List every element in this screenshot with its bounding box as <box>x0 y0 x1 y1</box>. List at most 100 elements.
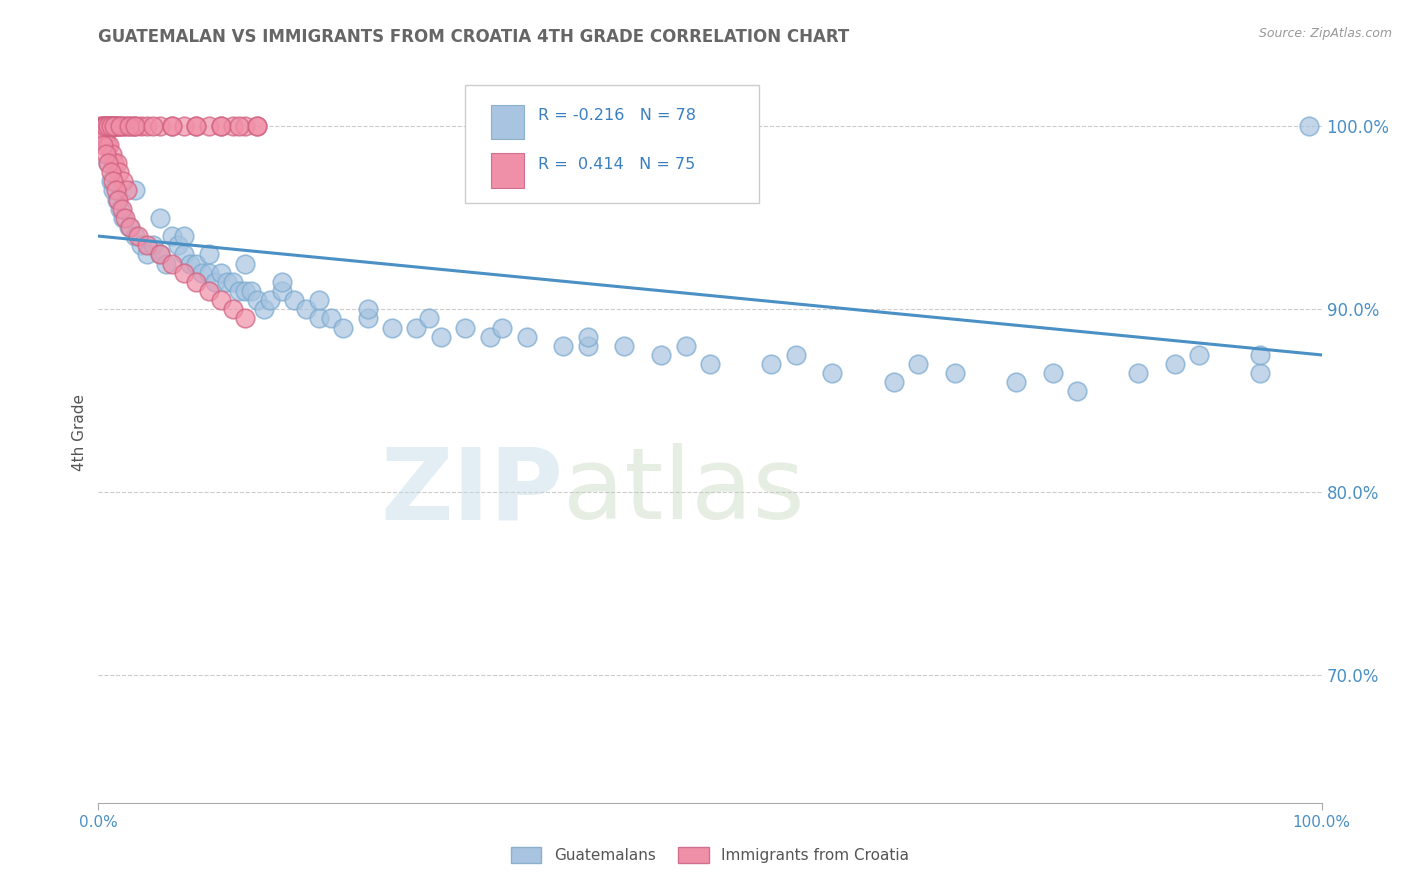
Point <box>883 376 905 390</box>
Point <box>160 256 183 270</box>
Point <box>209 266 232 280</box>
Point <box>136 238 159 252</box>
Point <box>111 211 134 225</box>
Text: R =  0.414   N = 75: R = 0.414 N = 75 <box>537 157 695 172</box>
Text: atlas: atlas <box>564 443 804 541</box>
Point <box>186 120 208 134</box>
Point <box>103 120 125 134</box>
Point <box>233 120 256 134</box>
Point <box>356 302 378 317</box>
Point <box>233 284 256 298</box>
Point <box>149 120 172 134</box>
Point <box>1164 357 1187 371</box>
Point <box>97 156 120 170</box>
Point <box>103 120 125 134</box>
Point <box>478 329 501 343</box>
Point <box>124 229 146 244</box>
Point <box>209 120 232 134</box>
Point <box>160 120 183 134</box>
Point <box>1250 366 1272 380</box>
Point <box>186 275 208 289</box>
Point <box>1066 384 1088 399</box>
Point <box>308 293 330 307</box>
Point <box>104 183 127 197</box>
Point <box>120 219 142 234</box>
Point <box>107 120 129 134</box>
Point <box>149 247 172 261</box>
Point <box>93 128 115 143</box>
Point <box>246 120 269 134</box>
Point <box>430 329 453 343</box>
Point <box>149 247 172 261</box>
Point <box>233 256 256 270</box>
Point <box>111 120 134 134</box>
Point <box>110 202 132 216</box>
Point <box>124 183 146 197</box>
Point <box>576 329 599 343</box>
Point <box>576 339 599 353</box>
Point <box>167 238 190 252</box>
Point <box>93 128 115 143</box>
Point <box>943 366 966 380</box>
Point <box>197 266 219 280</box>
Point <box>191 266 214 280</box>
Point <box>381 320 404 334</box>
Text: ZIP: ZIP <box>381 443 564 541</box>
Point <box>149 211 172 225</box>
Point <box>197 120 219 134</box>
Point <box>91 120 114 134</box>
Point <box>155 256 177 270</box>
Point <box>1128 366 1150 380</box>
Point <box>215 275 238 289</box>
Point <box>332 320 354 334</box>
Point <box>127 229 149 244</box>
Point <box>100 120 122 134</box>
Point <box>907 357 929 371</box>
Point <box>93 120 115 134</box>
Point <box>228 120 250 134</box>
Point <box>613 339 636 353</box>
FancyBboxPatch shape <box>465 85 759 203</box>
Point <box>118 120 141 134</box>
Point <box>1298 120 1320 134</box>
Point <box>124 120 146 134</box>
Point <box>197 284 219 298</box>
Point <box>104 120 127 134</box>
Point <box>283 293 305 307</box>
Point <box>675 339 697 353</box>
Point <box>121 120 143 134</box>
Point <box>105 156 128 170</box>
Point <box>118 219 141 234</box>
FancyBboxPatch shape <box>491 104 524 139</box>
Point <box>160 120 183 134</box>
Point <box>110 120 132 134</box>
Point <box>246 293 269 307</box>
Point <box>821 366 844 380</box>
Point <box>114 120 136 134</box>
Legend: Guatemalans, Immigrants from Croatia: Guatemalans, Immigrants from Croatia <box>505 841 915 869</box>
Point <box>553 339 575 353</box>
Point <box>115 183 138 197</box>
Point <box>96 137 118 152</box>
Point <box>699 357 721 371</box>
Point <box>136 120 159 134</box>
Point <box>197 247 219 261</box>
Point <box>160 229 183 244</box>
Point <box>136 247 159 261</box>
Text: GUATEMALAN VS IMMIGRANTS FROM CROATIA 4TH GRADE CORRELATION CHART: GUATEMALAN VS IMMIGRANTS FROM CROATIA 4T… <box>98 28 849 45</box>
Point <box>105 120 128 134</box>
Point <box>222 275 245 289</box>
Point <box>101 120 124 134</box>
Point <box>97 120 120 134</box>
Point <box>650 348 672 362</box>
Point <box>516 329 538 343</box>
Point <box>785 348 807 362</box>
Point <box>173 266 195 280</box>
Point <box>97 120 120 134</box>
Point <box>179 256 201 270</box>
Point <box>90 120 112 134</box>
Point <box>204 275 226 289</box>
Point <box>124 120 146 134</box>
Point <box>222 302 245 317</box>
Point <box>1250 348 1272 362</box>
